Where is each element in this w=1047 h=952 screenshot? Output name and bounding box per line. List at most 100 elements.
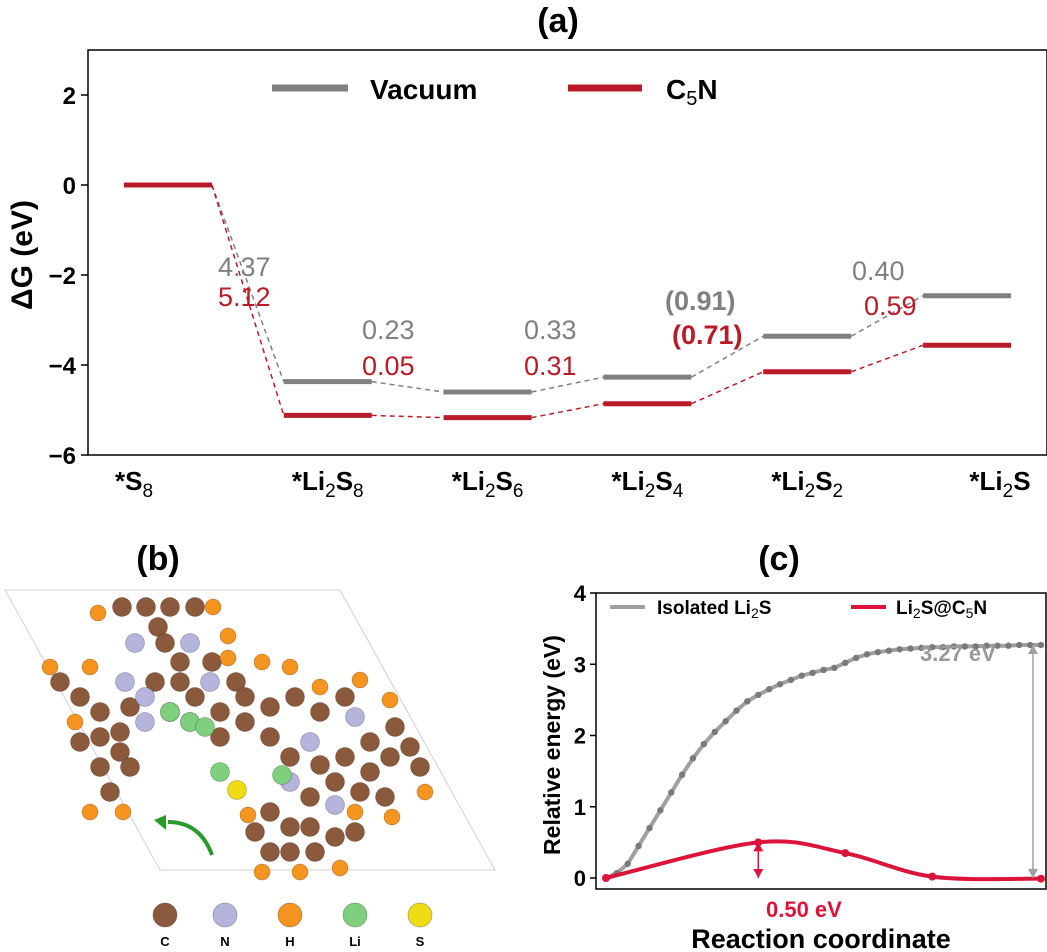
panel-c-marks — [602, 641, 1045, 883]
step-label-c5n-3: (0.71) — [672, 320, 743, 350]
legend-label-isolated: Isolated Li2S — [657, 598, 771, 621]
panel-a-legend: Vacuum C5N — [272, 74, 718, 110]
point-isolated-20 — [820, 666, 827, 674]
legend-label-vacuum: Vacuum — [370, 74, 477, 105]
step-label-vacuum-0: 4.37 — [218, 252, 271, 282]
atom-h-51 — [351, 671, 369, 689]
legend-atom-h — [277, 902, 303, 928]
atom-h-72 — [383, 808, 401, 826]
point-li2s-c5n-0 — [602, 874, 610, 882]
atom-c-85 — [345, 822, 365, 842]
atom-c-2 — [160, 597, 180, 617]
atom-c-36 — [110, 722, 130, 742]
atom-c-43 — [235, 712, 255, 732]
point-isolated-15 — [765, 685, 773, 693]
atom-c-10 — [170, 652, 190, 672]
atom-c-61 — [380, 747, 400, 767]
atom-c-42 — [210, 727, 230, 747]
atom-n-54 — [300, 732, 320, 752]
atom-c-75 — [300, 817, 320, 837]
panel-c-y-tick-label: 4 — [574, 581, 587, 606]
migration-arrow-head — [154, 815, 166, 830]
step-label-c5n-4: 0.59 — [864, 291, 917, 321]
atom-h-35 — [114, 803, 132, 821]
atom-n-31 — [135, 712, 155, 732]
atom-c-48 — [310, 702, 330, 722]
atom-c-79 — [245, 822, 265, 842]
atom-c-46 — [285, 687, 305, 707]
panel-c-y-tick-label: 0 — [574, 866, 586, 891]
point-isolated-24 — [863, 651, 871, 658]
atom-h-60 — [381, 691, 399, 709]
point-isolated-40 — [1037, 641, 1045, 649]
atom-c-40 — [210, 702, 230, 722]
panel-c: (c) 0 1 2 3 4 Relative energy (eV) Reaction … — [539, 540, 1047, 952]
panel-a-categories: *S8 *Li2S8 *Li2S6 *Li2S4 *Li2S2 *Li2S — [115, 466, 1031, 502]
point-isolated-14 — [755, 691, 762, 699]
atom-c-32 — [120, 757, 140, 777]
point-isolated-3 — [635, 842, 642, 850]
barrier-arrowhead-top-c5n — [753, 842, 764, 852]
panel-a-y-tick-label: 2 — [63, 83, 76, 110]
connector-vacuum-1 — [371, 380, 444, 393]
legend-atom-label-s: S — [416, 934, 425, 949]
point-isolated-32 — [950, 643, 958, 650]
panel-a-y-axis-label: ΔG (eV) — [6, 200, 39, 310]
atom-h-82 — [291, 863, 309, 881]
atom-c-78 — [260, 842, 280, 862]
atom-c-53 — [280, 747, 300, 767]
point-isolated-30 — [929, 643, 936, 651]
point-isolated-29 — [918, 644, 925, 652]
atom-h-19 — [219, 627, 237, 645]
point-isolated-31 — [939, 643, 947, 651]
panel-c-y-tick-label: 1 — [574, 795, 586, 820]
point-isolated-19 — [809, 669, 816, 676]
atom-h-49 — [311, 678, 329, 696]
connector-vacuum-3 — [691, 335, 764, 378]
legend-atom-c — [152, 902, 178, 928]
atom-h-20 — [41, 658, 59, 676]
point-li2s-c5n-2 — [841, 849, 850, 858]
barrier-arrowhead-top-isolated — [1028, 645, 1038, 655]
atom-c-77 — [305, 842, 325, 862]
panel-a-y-tick-label: 0 — [63, 173, 76, 200]
atom-c-52 — [260, 727, 280, 747]
point-isolated-25 — [874, 648, 882, 656]
point-isolated-9 — [700, 740, 708, 748]
atom-h-21 — [81, 658, 99, 676]
step-label-vacuum-3: (0.91) — [665, 286, 736, 316]
migration-arrow — [167, 820, 214, 856]
point-isolated-37 — [1005, 642, 1012, 649]
panel-a-y-tick-label: −6 — [49, 443, 76, 470]
panel-a-plot-frame — [87, 49, 1047, 456]
legend-atom-n — [212, 902, 238, 928]
atom-c-27 — [90, 757, 110, 777]
panel-c-x-axis-label: Reaction coordinate — [691, 924, 951, 952]
atom-c-14 — [145, 672, 165, 692]
atom-h-12 — [219, 649, 237, 667]
atom-n-69 — [325, 795, 345, 815]
point-isolated-28 — [907, 645, 914, 652]
atom-c-3 — [185, 597, 205, 617]
point-isolated-36 — [994, 642, 1001, 649]
point-isolated-22 — [842, 659, 849, 667]
step-label-vacuum-2: 0.33 — [524, 315, 577, 345]
category-label-2: *Li2S6 — [452, 466, 524, 502]
atom-c-8 — [155, 633, 175, 653]
connector-c5n-3 — [691, 371, 764, 405]
point-isolated-33 — [961, 643, 969, 650]
atom-h-80 — [239, 806, 257, 824]
atom-c-58 — [360, 732, 380, 752]
atom-n-37 — [135, 687, 155, 707]
point-isolated-12 — [733, 707, 740, 714]
atom-c-17 — [226, 672, 246, 692]
panel-a-y-tick-label: −2 — [49, 263, 76, 290]
step-label-c5n-0: 5.12 — [218, 282, 271, 312]
point-li2s-c5n-4 — [1037, 874, 1045, 883]
point-isolated-17 — [787, 676, 795, 684]
atom-c-24 — [90, 702, 110, 722]
barrier-label-isolated: 3.27 eV — [920, 641, 996, 666]
panel-a-y-ticks: 2 0 −2 −4 −6 — [49, 83, 88, 470]
panel-c-y-axis-label: Relative energy (eV) — [539, 635, 565, 855]
point-isolated-26 — [885, 647, 892, 654]
